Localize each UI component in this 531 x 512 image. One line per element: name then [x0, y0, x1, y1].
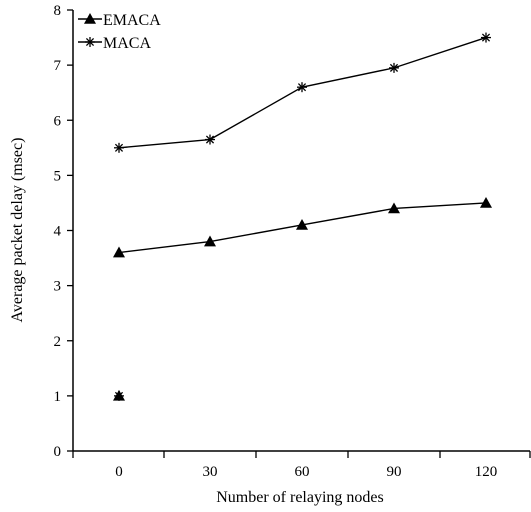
x-tick-label: 60 — [295, 464, 310, 480]
series-line-maca — [118, 36, 487, 149]
data-point-maca — [389, 62, 399, 73]
data-point-maca — [297, 82, 307, 93]
data-point-emaca — [113, 246, 125, 258]
legend-item-maca: MACA — [78, 35, 151, 52]
x-axis-label: Number of relaying nodes — [216, 489, 384, 506]
data-point-emaca — [204, 235, 216, 247]
y-axis-label: Average packet delay (msec) — [9, 138, 26, 323]
data-point-maca — [114, 142, 124, 153]
y-tick-label: 8 — [54, 3, 62, 19]
legend-marker — [84, 13, 96, 24]
x-axis-ticks: 0 30 60 90 120 — [72, 451, 531, 480]
x-tick-label: 0 — [115, 464, 123, 480]
data-point-maca — [481, 32, 491, 43]
data-point-emaca — [296, 218, 308, 230]
x-tick-label: 120 — [475, 464, 498, 480]
series-emaca — [113, 196, 492, 258]
data-point-emaca — [388, 202, 400, 214]
y-tick-label: 3 — [54, 279, 62, 295]
legend-marker — [85, 37, 95, 47]
y-tick-label: 7 — [54, 58, 62, 74]
legend-item-emaca: EMACA — [78, 12, 161, 29]
chart-axes — [72, 10, 530, 452]
legend-label: EMACA — [103, 12, 161, 29]
data-point-maca — [205, 134, 215, 145]
stray-point-asterisk — [114, 390, 124, 401]
series-layer — [113, 32, 492, 401]
legend-label: MACA — [103, 35, 151, 52]
y-tick-label: 6 — [54, 113, 62, 129]
y-tick-label: 0 — [54, 444, 62, 460]
legend: EMACA MACA — [78, 12, 161, 52]
y-tick-label: 4 — [54, 224, 62, 240]
y-axis-ticks: 0 1 2 3 4 5 6 7 8 — [54, 3, 73, 460]
y-tick-label: 1 — [54, 389, 62, 405]
x-tick-label: 30 — [203, 464, 218, 480]
x-tick-label: 90 — [387, 464, 402, 480]
data-point-emaca — [480, 196, 492, 208]
series-maca — [114, 32, 491, 153]
y-tick-label: 2 — [54, 334, 62, 350]
y-tick-label: 5 — [54, 168, 62, 184]
